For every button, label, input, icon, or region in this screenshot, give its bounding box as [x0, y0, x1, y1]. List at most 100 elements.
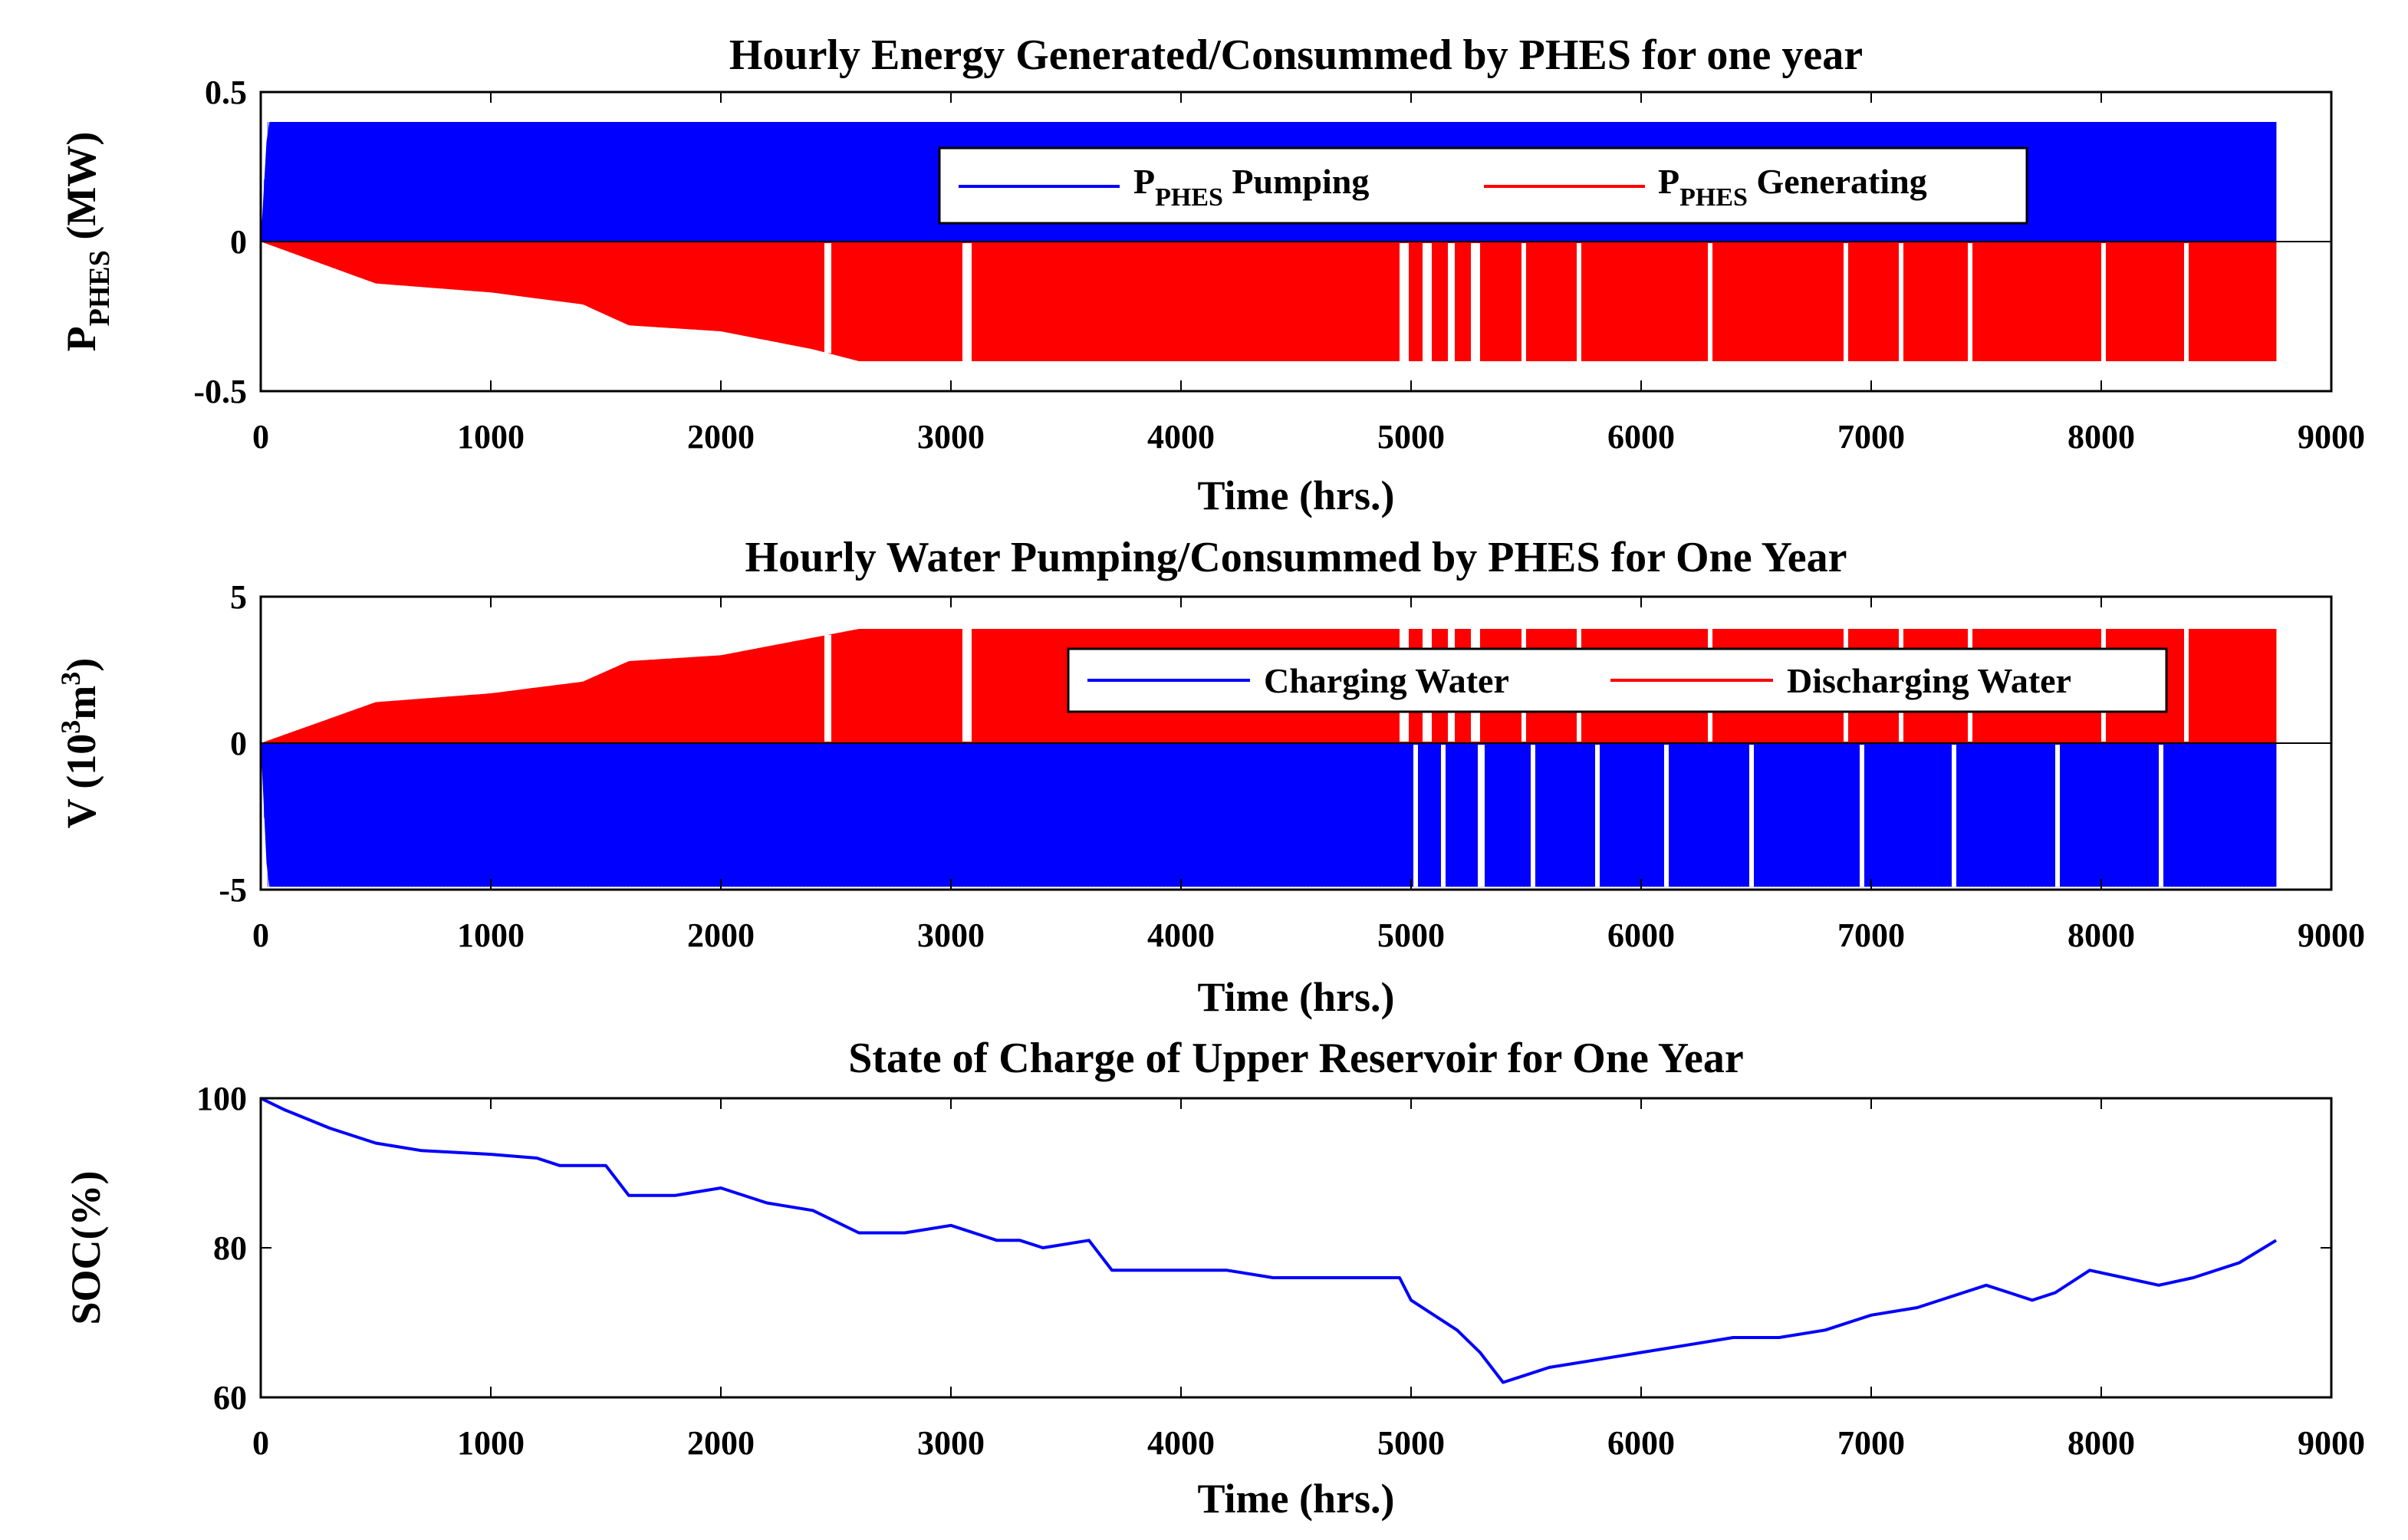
series-gap	[1423, 243, 1432, 361]
ticks-group: 0 1000 2000 3000 4000 5000 6000 7000 8000 9000 60 8…	[196, 1080, 2365, 1462]
x-axis-label: Time (hrs.)	[1198, 472, 1395, 518]
series-gap	[1413, 745, 1418, 887]
legend-label-pumping: PPHES Pumping	[1133, 162, 1369, 212]
x-tick-label: 5000	[1377, 916, 1445, 954]
legend-pumping-sub: PHES	[1155, 183, 1223, 212]
y-axis-label-end: )	[58, 658, 104, 672]
x-tick-label: 8000	[2068, 1424, 2135, 1462]
x-tick-label: 6000	[1607, 1424, 1675, 1462]
legend-label-generating: PPHES Generating	[1658, 162, 1927, 212]
x-tick-label: 0	[252, 418, 269, 456]
series-gap	[1531, 745, 1535, 887]
x-tick-label: 1000	[457, 418, 525, 456]
panel-water: Hourly Water Pumping/Consummed by PHES f…	[55, 534, 2365, 1020]
series-gap	[1899, 243, 1903, 361]
soc-line	[260, 1097, 2278, 1384]
legend-generating-rest: Generating	[1748, 162, 1927, 201]
legend-pumping-main: P	[1133, 162, 1155, 201]
legend-generating-main: P	[1658, 162, 1679, 201]
series-gap	[1664, 745, 1669, 887]
x-tick-label: 6000	[1607, 916, 1675, 954]
y-axis-label: V (103m3)	[55, 658, 104, 828]
y-axis-label-main: V (10	[58, 734, 104, 829]
x-tick-label: 7000	[1837, 1424, 1905, 1462]
x-tick-label: 2000	[687, 1424, 755, 1462]
x-tick-label: 7000	[1837, 418, 1905, 456]
legend-box	[938, 146, 2028, 225]
x-tick-label: 2000	[687, 418, 755, 456]
legend-pumping-rest: Pumping	[1223, 162, 1369, 201]
series-gap	[1968, 243, 1972, 361]
x-tick-label: 6000	[1607, 418, 1675, 456]
ticks-group: 0 1000 2000 3000 4000 5000 6000 7000 8000 9000-50…	[219, 578, 2365, 954]
x-tick-label: 3000	[917, 1424, 985, 1462]
series-gap	[2184, 629, 2189, 742]
x-tick-label: 8000	[2068, 916, 2135, 954]
series-gap	[1844, 243, 1848, 361]
x-tick-label: 7000	[1837, 916, 1905, 954]
x-axis-label: Time (hrs.)	[1198, 974, 1395, 1020]
x-tick-label: 4000	[1147, 418, 1215, 456]
series-gap	[1400, 243, 1409, 361]
x-tick-label: 1000	[457, 916, 525, 954]
y-axis-label-sup1: 3	[55, 720, 86, 734]
series-gap	[1448, 243, 1455, 361]
series-gap	[1478, 745, 1485, 887]
x-tick-label: 5000	[1377, 1424, 1445, 1462]
x-tick-label: 1000	[457, 1424, 525, 1462]
series-gap	[1708, 243, 1712, 361]
series-gap	[1595, 745, 1600, 887]
y-tick-label: 80	[213, 1229, 247, 1267]
panel-soc: State of Charge of Upper Reservoir for O…	[63, 1035, 2365, 1522]
x-tick-label: 8000	[2068, 418, 2135, 456]
chart-title: Hourly Water Pumping/Consummed by PHES f…	[745, 534, 1847, 581]
plot-frame	[259, 1097, 2333, 1399]
y-tick-label: 0	[230, 223, 247, 261]
series-gap	[824, 243, 831, 354]
y-tick-label: 5	[230, 578, 247, 616]
legend: PPHES Pumping PPHES Generating	[938, 146, 2028, 225]
y-tick-label: 60	[213, 1379, 247, 1417]
panel-power: Hourly Energy Generated/Consummed by PHE…	[58, 31, 2365, 518]
y-tick-label: 0	[230, 725, 247, 762]
series-gap	[2055, 745, 2060, 887]
x-tick-label: 3000	[917, 418, 985, 456]
legend-label-charging: Charging Water	[1264, 661, 1509, 700]
x-axis-label: Time (hrs.)	[1198, 1476, 1395, 1522]
ticks-group: 0 1000 2000 3000 4000 5000 6000 7000 8000 9000 -0.…	[193, 74, 2365, 456]
legend-label-discharging: Discharging Water	[1787, 661, 2071, 700]
series-strokes-0	[263, 743, 2277, 887]
series-gap	[2159, 745, 2163, 887]
y-axis-label-main: P	[58, 326, 104, 351]
series-gap	[824, 634, 831, 742]
x-tick-label: 4000	[1147, 1424, 1215, 1462]
x-tick-label: 5000	[1377, 418, 1445, 456]
x-tick-label: 4000	[1147, 916, 1215, 954]
series-gap	[1441, 745, 1446, 887]
series-gap	[962, 243, 972, 361]
series-gap	[1860, 745, 1864, 887]
series-gap	[1577, 243, 1581, 361]
y-tick-label: 100	[196, 1080, 247, 1117]
x-tick-label: 9000	[2298, 418, 2365, 456]
y-tick-label: -0.5	[193, 373, 247, 410]
y-axis-label: SOC(%)	[63, 1171, 109, 1325]
x-tick-label: 0	[252, 916, 269, 954]
x-tick-label: 0	[252, 1424, 269, 1462]
series-gap	[2184, 243, 2189, 361]
series-gap	[2101, 243, 2106, 361]
y-axis-label-unit: (MW)	[58, 132, 104, 250]
x-tick-label: 9000	[2298, 916, 2365, 954]
y-axis-label-mid: m	[58, 686, 104, 720]
y-axis-label: PPHES (MW)	[58, 132, 116, 352]
series-gap	[1952, 745, 1956, 887]
series-gap	[1749, 745, 1754, 887]
legend: Charging Water Discharging Water	[1067, 647, 2168, 713]
y-tick-label: 0.5	[205, 74, 247, 111]
chart-title: Hourly Energy Generated/Consummed by PHE…	[729, 31, 1863, 79]
y-axis-label-sub: PHES	[84, 250, 116, 326]
legend-generating-sub: PHES	[1679, 183, 1748, 212]
series-gap	[962, 629, 972, 742]
x-tick-label: 9000	[2298, 1424, 2365, 1462]
